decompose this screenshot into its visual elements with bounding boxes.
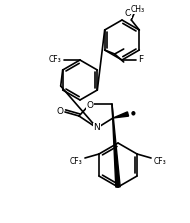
Text: O: O (56, 107, 63, 116)
Text: N: N (94, 124, 100, 132)
Polygon shape (113, 112, 129, 118)
Text: CF₃: CF₃ (48, 56, 61, 64)
Text: O: O (86, 101, 93, 109)
Text: F: F (139, 56, 144, 64)
Text: ●: ● (131, 111, 136, 116)
Text: CH₃: CH₃ (130, 4, 144, 14)
Text: O: O (125, 8, 132, 17)
Polygon shape (112, 104, 120, 187)
Text: CF₃: CF₃ (154, 157, 167, 167)
Text: CF₃: CF₃ (69, 157, 82, 167)
